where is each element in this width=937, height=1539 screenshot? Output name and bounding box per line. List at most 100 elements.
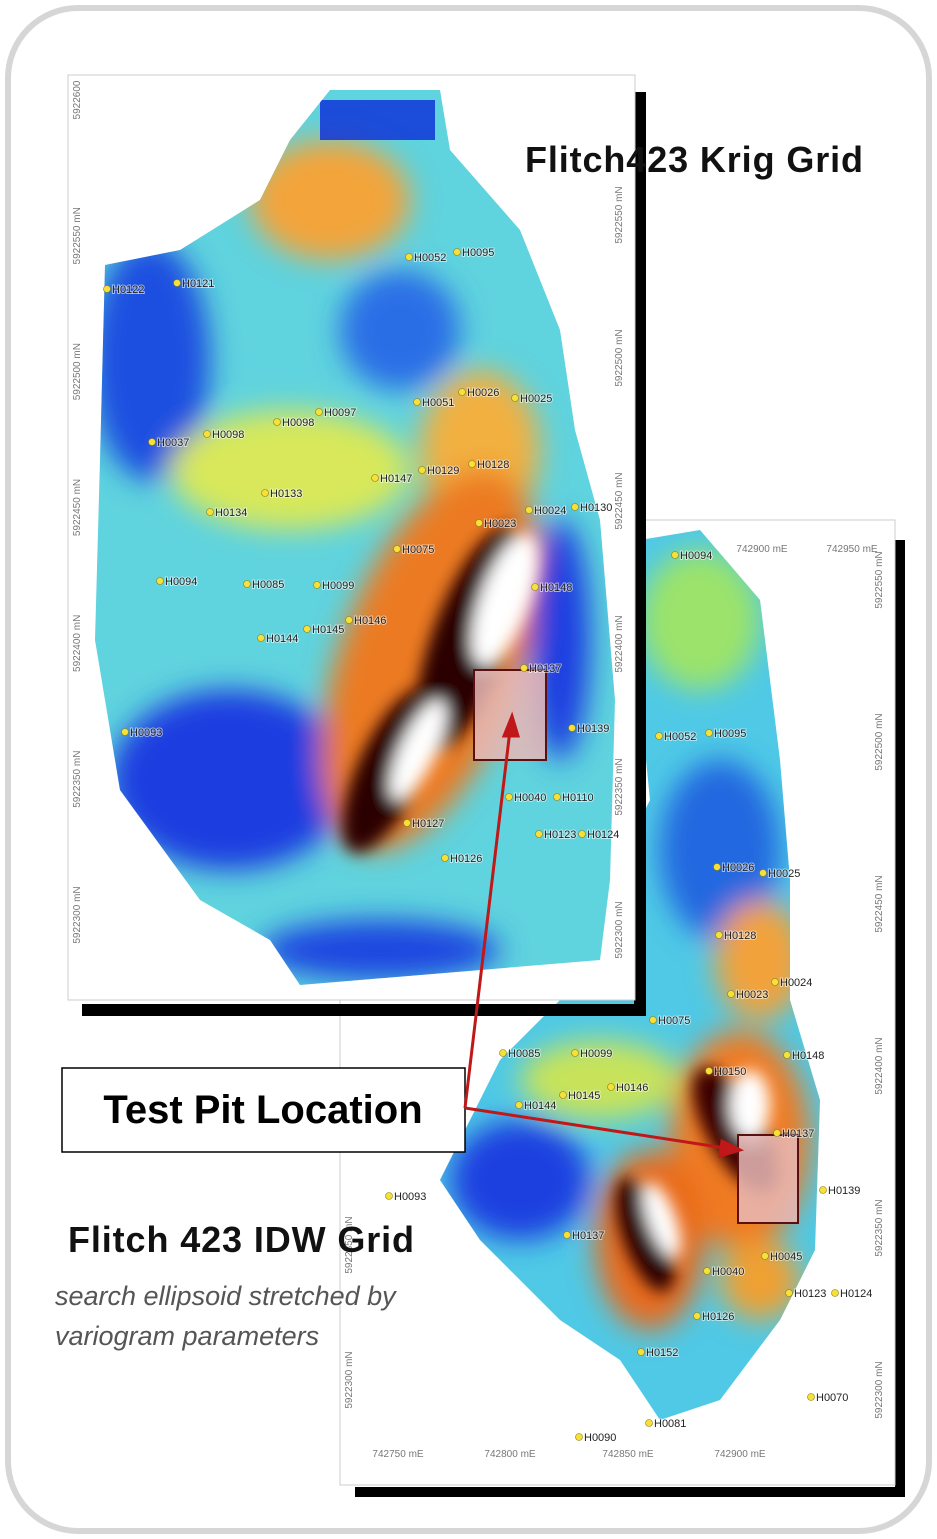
axis-label: 5922550 mN: [614, 186, 625, 243]
axis-label: 5922300 mN: [72, 886, 83, 943]
hole-label: H0099: [322, 580, 354, 592]
hole-label: H0137: [572, 1230, 604, 1242]
axis-label: 5922550 mN: [72, 207, 83, 264]
drill-hole: [716, 932, 723, 939]
hole-label: H0093: [130, 727, 162, 739]
hole-label: H0026: [722, 862, 754, 874]
drill-hole: [406, 254, 413, 261]
drill-hole: [454, 249, 461, 256]
axis-label: 5922400 mN: [72, 615, 83, 672]
hole-label: H0026: [467, 387, 499, 399]
hole-label: H0025: [520, 393, 552, 405]
hole-label: H0025: [768, 868, 800, 880]
axis-label: 742950 mE: [826, 544, 877, 555]
drill-hole: [728, 991, 735, 998]
axis-label: 5922350 mN: [614, 758, 625, 815]
drill-hole: [419, 467, 426, 474]
drill-hole: [704, 1268, 711, 1275]
hole-label: H0110: [562, 792, 594, 804]
drill-hole: [316, 409, 323, 416]
hole-label: H0024: [534, 505, 566, 517]
hole-label: H0139: [577, 723, 609, 735]
hole-label: H0070: [816, 1392, 848, 1404]
drill-hole: [157, 578, 164, 585]
drill-hole: [274, 419, 281, 426]
hole-label: H0146: [616, 1082, 648, 1094]
drill-hole: [646, 1420, 653, 1427]
hole-label: H0123: [544, 829, 576, 841]
hole-label: H0075: [402, 544, 434, 556]
hole-label: H0052: [414, 252, 446, 264]
axis-label: 742900 mE: [736, 544, 787, 555]
test-pit-box: [474, 670, 546, 760]
axis-label: 5922500 mN: [72, 343, 83, 400]
drill-hole: [576, 1434, 583, 1441]
idw-subtitle: variogram parameters: [55, 1321, 319, 1351]
drill-hole: [532, 584, 539, 591]
drill-hole: [372, 475, 379, 482]
drill-hole: [564, 1232, 571, 1239]
axis-label: 5922450 mN: [874, 875, 885, 932]
drill-hole: [569, 725, 576, 732]
drill-hole: [554, 794, 561, 801]
drill-hole: [244, 581, 251, 588]
drill-hole: [122, 729, 129, 736]
hole-label: H0094: [165, 576, 197, 588]
axis-label: 5922350 mN: [72, 751, 83, 808]
hole-label: H0094: [680, 550, 712, 562]
hole-label: H0144: [266, 633, 298, 645]
hole-label: H0139: [828, 1185, 860, 1197]
drill-hole: [714, 864, 721, 871]
drill-hole: [832, 1290, 839, 1297]
hole-label: H0137: [529, 663, 561, 675]
drill-hole: [572, 504, 579, 511]
drill-hole: [560, 1092, 567, 1099]
drill-hole: [174, 280, 181, 287]
hole-label: H0128: [724, 930, 756, 942]
hole-label: H0122: [112, 284, 144, 296]
test-pit-box: [738, 1135, 798, 1223]
krig-map: [68, 75, 646, 1015]
axis-label: 5922300 mN: [344, 1351, 355, 1408]
hole-label: H0098: [282, 417, 314, 429]
axis-label: 742800 mE: [484, 1449, 535, 1460]
drill-hole: [459, 389, 466, 396]
drill-hole: [784, 1052, 791, 1059]
krig-title: Flitch423 Krig Grid: [525, 139, 863, 180]
drill-hole: [516, 1102, 523, 1109]
drill-hole: [258, 635, 265, 642]
drill-hole: [386, 1193, 393, 1200]
drill-hole: [204, 431, 211, 438]
drill-hole: [394, 546, 401, 553]
drill-hole: [414, 399, 421, 406]
drill-hole: [346, 617, 353, 624]
hole-label: H0090: [584, 1432, 616, 1444]
drill-hole: [786, 1290, 793, 1297]
hole-label: H0148: [792, 1050, 824, 1062]
hole-label: H0098: [212, 429, 244, 441]
axis-label: 5922450 mN: [72, 479, 83, 536]
drill-hole: [404, 820, 411, 827]
drill-hole: [774, 1130, 781, 1137]
drill-hole: [762, 1253, 769, 1260]
drill-hole: [104, 286, 111, 293]
drill-hole: [500, 1050, 507, 1057]
drill-hole: [820, 1187, 827, 1194]
hole-label: H0052: [664, 731, 696, 743]
hole-label: H0152: [646, 1347, 678, 1359]
hole-label: H0081: [654, 1418, 686, 1430]
hole-label: H0147: [380, 473, 412, 485]
axis-label: 5922450 mN: [614, 472, 625, 529]
hole-label: H0075: [658, 1015, 690, 1027]
drill-hole: [706, 730, 713, 737]
hole-label: H0037: [157, 437, 189, 449]
drill-hole: [638, 1349, 645, 1356]
hole-label: H0126: [450, 853, 482, 865]
hole-label: H0124: [840, 1288, 872, 1300]
axis-label: 5922600: [72, 80, 83, 119]
hole-label: H0023: [736, 989, 768, 1001]
hole-label: H0127: [412, 818, 444, 830]
drill-hole: [476, 520, 483, 527]
hole-label: H0129: [427, 465, 459, 477]
hole-label: H0145: [568, 1090, 600, 1102]
